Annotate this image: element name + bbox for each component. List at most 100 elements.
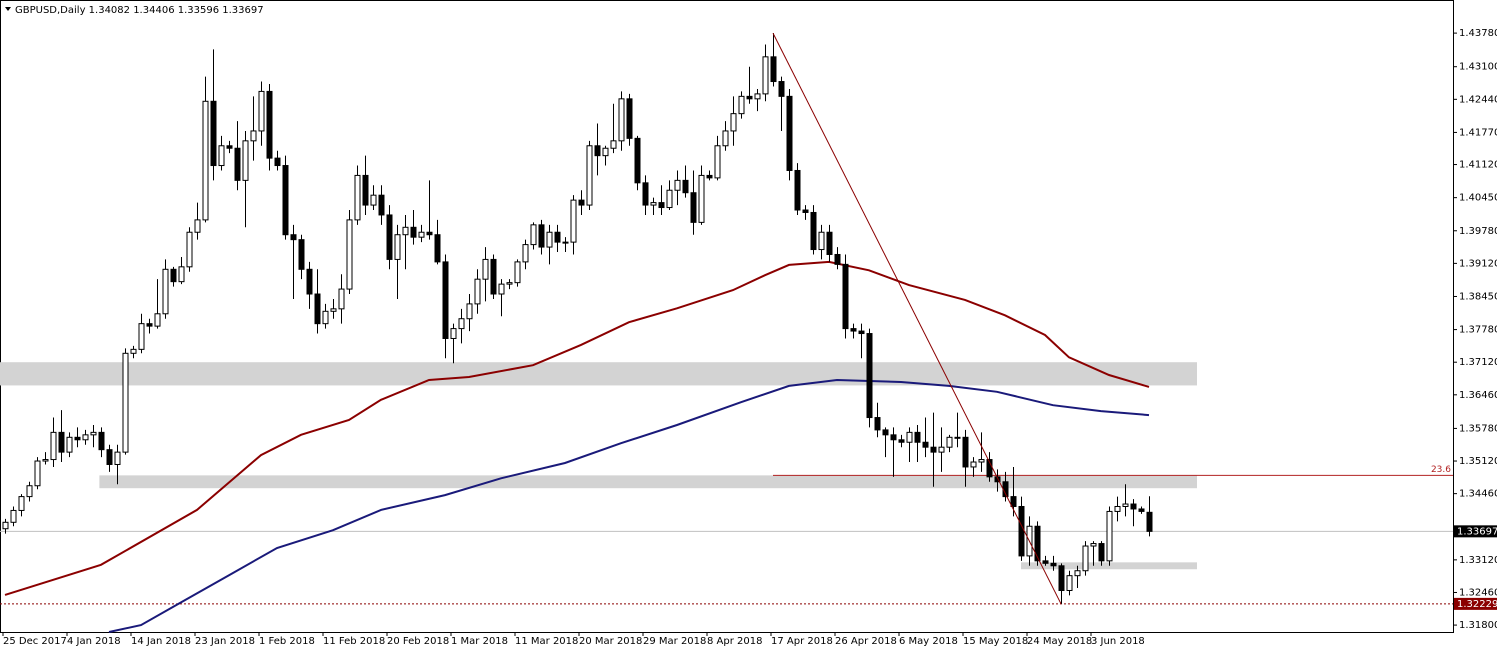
candle-body (282, 165, 289, 236)
candle-body (1066, 575, 1073, 591)
candle-body (570, 199, 577, 243)
candle-body (930, 446, 937, 453)
candle-body (298, 239, 305, 270)
candle-body (186, 231, 193, 268)
candle-body (314, 293, 321, 325)
candle-body (666, 189, 673, 209)
y-tick-label: 1.38450 (1459, 291, 1497, 302)
candle-body (218, 145, 225, 167)
candle-body (610, 140, 617, 149)
candle-body (626, 98, 633, 139)
x-tick-label: 20 Feb 2018 (387, 636, 449, 647)
candle-body (458, 318, 465, 330)
candle-body (258, 90, 265, 132)
candle-body (994, 476, 1001, 483)
candle-body (50, 431, 57, 461)
candle-body (562, 241, 569, 244)
candle-body (618, 98, 625, 142)
candle-body (482, 258, 489, 280)
candle-body (794, 169, 801, 211)
candle-body (834, 253, 841, 265)
candle-body (338, 288, 345, 310)
y-tick-label: 1.42440 (1459, 94, 1497, 105)
candle-body (1090, 543, 1097, 547)
x-tick-label: 1 Feb 2018 (259, 636, 315, 647)
candle-body (82, 434, 89, 441)
candle-body (738, 95, 745, 115)
y-tick-label: 1.34460 (1459, 489, 1497, 500)
candle-body (578, 199, 585, 206)
candle-body (154, 313, 161, 327)
fib-label: 23.6 (1431, 465, 1451, 475)
candle-body (442, 261, 449, 339)
candle-body (810, 211, 817, 251)
candle-body (122, 352, 129, 453)
y-tick-label: 1.33120 (1459, 555, 1497, 566)
candle-body (2, 521, 9, 530)
chart-title: GBPUSD,Daily 1.34082 1.34406 1.33596 1.3… (15, 5, 264, 16)
y-tick-label: 1.37120 (1459, 357, 1497, 368)
candle-body (474, 278, 481, 305)
candle-body (978, 459, 985, 463)
candle-body (906, 431, 913, 443)
x-tick-label: 11 Feb 2018 (323, 636, 385, 647)
candle-body (594, 145, 601, 157)
candle-body (850, 328, 857, 332)
candle-body (586, 145, 593, 206)
candle-body (722, 130, 729, 147)
y-tick-label: 1.37780 (1459, 325, 1497, 336)
sr-zone (0, 362, 1197, 386)
candle-body (530, 224, 537, 246)
candle-body (746, 95, 753, 100)
x-tick-label: 24 May 2018 (1027, 636, 1092, 647)
plot-frame (0, 0, 1454, 633)
moving-average (108, 378, 1150, 633)
candle-body (778, 81, 785, 97)
y-tick-label: 1.41770 (1459, 127, 1497, 138)
low-box (1454, 597, 1497, 610)
candle-body (1034, 525, 1041, 562)
candle-body (226, 145, 233, 149)
candle-body (706, 174, 713, 179)
candle-body (386, 214, 393, 260)
candle-body (26, 485, 33, 498)
candle-body (290, 234, 297, 241)
candle-body (466, 303, 473, 320)
candle-body (498, 283, 505, 295)
trend-line (772, 32, 1062, 605)
candle-body (538, 224, 545, 248)
candle-body (98, 431, 105, 451)
candle-body (770, 56, 777, 83)
candle-body (402, 226, 409, 236)
menu-arrow (5, 7, 11, 11)
candle-body (322, 310, 329, 325)
candle-body (1010, 496, 1017, 507)
price-box (1454, 525, 1497, 538)
candle-body (1122, 503, 1129, 507)
candle-body (18, 496, 25, 511)
candle-body (962, 436, 969, 468)
candle-body (1058, 565, 1065, 591)
x-tick-label: 6 May 2018 (899, 636, 958, 647)
candle-body (242, 140, 249, 181)
candle-body (90, 431, 97, 436)
candle-body (898, 439, 905, 443)
candle-body (954, 436, 961, 439)
candle-body (210, 100, 217, 167)
candle-body (362, 174, 369, 206)
candle-body (818, 231, 825, 251)
candle-body (274, 157, 281, 167)
candle-body (946, 436, 953, 448)
x-tick-label: 23 Jan 2018 (195, 636, 255, 647)
candle-body (426, 231, 433, 236)
x-tick-label: 15 May 2018 (963, 636, 1028, 647)
candle-body (434, 234, 441, 263)
moving-average (4, 260, 1150, 596)
candle-body (42, 459, 49, 462)
candle-body (266, 90, 273, 159)
candle-body (514, 261, 521, 284)
candle-body (34, 460, 41, 487)
candle-body (234, 147, 241, 181)
candle-body (130, 348, 137, 354)
